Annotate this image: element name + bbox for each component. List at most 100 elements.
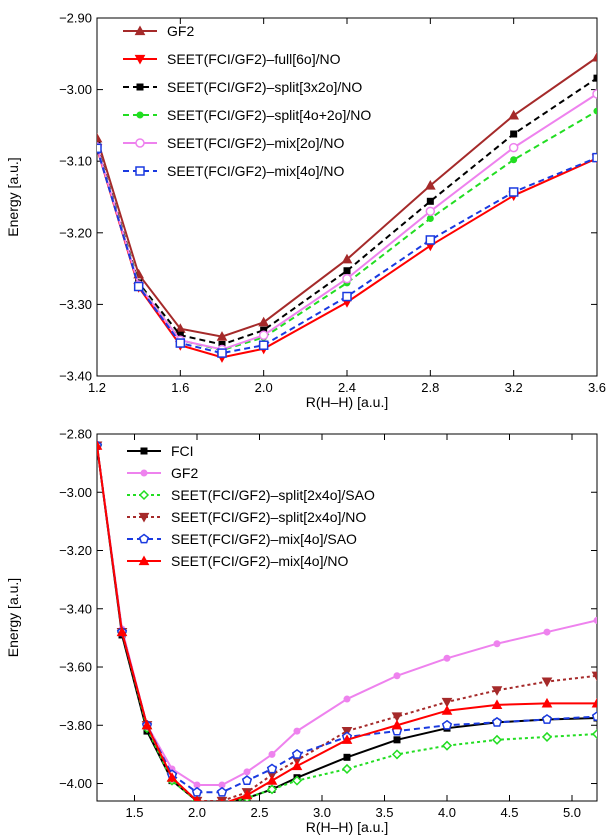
legend: GF2 SEET(FCI/GF2)–full[6o]/NO SEET(FCI/GF2… [123, 23, 371, 179]
series-5 [97, 440, 597, 801]
data-point [291, 748, 303, 759]
plot-frame [96, 17, 598, 377]
legend-label: SEET(FCI/GF2)–mix[4o]/NO [171, 553, 348, 569]
y-tick-label: −3.00 [59, 82, 92, 97]
data-point [508, 109, 520, 120]
chart-bottom: 1.5 2.0 2.5 3.0 3.5 4.0 4.5 5.0 −4.00 −3.80 −3.60 −… [5, 427, 598, 835]
data-point [591, 711, 597, 721]
data-point [541, 714, 553, 724]
data-point [291, 760, 303, 771]
legend-label: GF2 [171, 465, 198, 481]
legend: FCI GF2 SEET(FCI/GF2)–split[2x4o]/SAO SEET(… [127, 443, 375, 569]
x-tick-label: 2.0 [255, 380, 273, 395]
data-point [266, 775, 278, 785]
legend-marker [138, 512, 150, 523]
x-tick-label: 1.2 [88, 380, 106, 395]
data-point [291, 775, 303, 786]
data-point [441, 705, 453, 715]
legend-label: GF2 [167, 23, 194, 39]
data-point [543, 628, 551, 636]
data-point [591, 728, 597, 740]
data-point [266, 784, 278, 795]
series-line [97, 445, 597, 801]
data-point [391, 749, 403, 760]
legend-marker [134, 25, 146, 36]
legend-label: SEET(FCI/GF2)–mix[2o]/NO [167, 135, 344, 151]
legend-marker [136, 83, 144, 91]
plot-area [97, 440, 597, 801]
legend-label: SEET(FCI/GF2)–mix[4o]/SAO [171, 531, 357, 547]
y-tick-label: −3.10 [59, 154, 92, 169]
legend-marker [136, 111, 144, 119]
legend-label: SEET(FCI/GF2)–full[6o]/NO [167, 51, 341, 67]
x-tick-label: 1.6 [171, 380, 189, 395]
legend-label: SEET(FCI/GF2)–mix[4o]/NO [167, 163, 344, 179]
data-point [97, 440, 103, 450]
data-point [293, 727, 301, 735]
y-axis-label: Energy [a.u.] [5, 157, 21, 236]
data-point [443, 654, 451, 662]
data-point [491, 699, 503, 709]
data-point [342, 291, 352, 302]
x-tick-label: 4.0 [438, 805, 456, 820]
data-point [216, 331, 228, 341]
data-point [218, 340, 226, 348]
data-point [441, 740, 453, 751]
data-point [510, 156, 518, 164]
y-tick-label: −3.20 [59, 543, 92, 558]
data-point [141, 719, 153, 730]
x-tick-label: 3.5 [375, 805, 393, 820]
data-point [441, 719, 453, 730]
data-point [175, 338, 186, 348]
y-tick-label: −2.90 [59, 11, 92, 26]
legend-label: SEET(FCI/GF2)–split[3x2o]/NO [167, 79, 362, 95]
y-tick-label: −4.00 [59, 776, 92, 791]
data-point [97, 143, 102, 154]
x-tick-label: 2.5 [250, 805, 268, 820]
data-point [426, 197, 434, 205]
data-point [343, 753, 351, 761]
y-tick-label: −2.80 [59, 427, 92, 442]
y-axis-label: Energy [a.u.] [5, 578, 21, 657]
data-point [391, 712, 403, 723]
data-point [218, 781, 226, 789]
data-point [216, 786, 228, 797]
legend-marker [138, 533, 150, 544]
legend-marker [134, 54, 146, 65]
legend-label: FCI [171, 443, 194, 459]
data-point [133, 281, 144, 292]
y-tick-label: −3.60 [59, 660, 92, 675]
x-tick-label: 1.5 [125, 805, 143, 820]
data-point [426, 214, 434, 222]
legend-label: SEET(FCI/GF2)–split[2x4o]/SAO [171, 487, 375, 503]
data-point [508, 187, 519, 197]
data-point [241, 789, 253, 800]
data-point [343, 695, 351, 703]
data-point [243, 768, 251, 776]
data-point [491, 716, 503, 727]
data-point [541, 677, 553, 688]
data-point [424, 180, 436, 190]
y-tick-label: −3.00 [59, 485, 92, 500]
data-point [441, 697, 453, 708]
data-point [97, 132, 103, 143]
data-point [593, 74, 597, 82]
legend-marker [135, 166, 145, 176]
series-5 [97, 143, 597, 358]
data-point [541, 731, 553, 742]
x-axis-label: R(H–H) [a.u.] [306, 394, 388, 410]
data-point [491, 686, 503, 696]
series-line [97, 148, 597, 355]
data-point [510, 130, 518, 138]
legend-label: SEET(FCI/GF2)–split[4o+2o]/NO [167, 107, 371, 123]
series-line [97, 148, 597, 359]
legend-marker [140, 469, 148, 477]
data-point [166, 772, 178, 782]
data-point [268, 750, 276, 758]
x-tick-label: 3.0 [313, 805, 331, 820]
data-point [341, 253, 353, 264]
data-point [393, 672, 401, 680]
data-point [591, 697, 597, 708]
data-point [266, 763, 278, 774]
